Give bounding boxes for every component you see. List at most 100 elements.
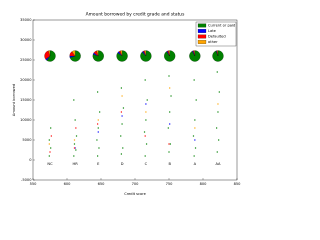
data-point	[194, 119, 196, 121]
grade-label: D	[121, 162, 124, 166]
legend-swatch	[197, 40, 207, 44]
data-point	[50, 135, 52, 137]
x-tick-label: 600	[64, 182, 72, 186]
data-point	[98, 147, 100, 149]
data-point	[75, 135, 78, 137]
data-point	[193, 155, 195, 157]
data-point	[145, 119, 147, 121]
data-point	[75, 127, 77, 129]
data-point	[145, 143, 148, 145]
data-point	[73, 99, 75, 101]
x-tick-label: 650	[98, 182, 106, 186]
data-point	[120, 153, 122, 155]
legend-label: Current or paid	[208, 24, 235, 28]
x-tick-label: 700	[132, 182, 140, 186]
data-point	[192, 135, 195, 137]
data-point	[216, 127, 218, 129]
y-tick-label: 35000	[20, 18, 32, 22]
data-point	[50, 127, 52, 129]
data-point	[193, 79, 195, 81]
data-point	[97, 131, 99, 133]
data-point	[97, 127, 99, 129]
y-tick-label: 30000	[20, 38, 32, 42]
pie-wedge	[69, 50, 81, 62]
x-axis-label: Credit score	[124, 192, 146, 196]
data-point	[218, 139, 220, 141]
data-point	[120, 111, 122, 113]
pie-wedge	[48, 50, 51, 57]
data-point	[96, 139, 98, 141]
data-point	[73, 147, 76, 149]
data-point	[97, 119, 99, 121]
pie-wedge	[46, 50, 56, 62]
data-point	[75, 149, 77, 151]
data-point	[168, 143, 170, 145]
data-point	[120, 135, 122, 137]
data-point	[121, 123, 123, 125]
grade-label: AA	[215, 162, 221, 166]
grade-label: C	[145, 162, 148, 166]
data-point	[216, 151, 218, 153]
data-point	[144, 79, 146, 81]
grade-label: A	[194, 162, 197, 166]
chart-title: Amount borrowed by credit grade and stat…	[86, 12, 185, 18]
data-point	[194, 127, 196, 129]
data-point	[144, 155, 146, 157]
data-point	[168, 75, 170, 77]
data-point	[74, 147, 76, 149]
x-tick-label: 800	[200, 182, 208, 186]
data-point	[121, 95, 123, 97]
data-point	[122, 147, 124, 149]
data-point	[168, 151, 170, 153]
pie-wedge	[194, 50, 195, 57]
data-point	[99, 111, 101, 113]
y-tick-label: 10000	[20, 118, 32, 122]
data-point	[120, 87, 122, 89]
data-point	[97, 91, 99, 93]
y-tick-label: 15000	[20, 98, 32, 102]
pie-wedge	[96, 50, 99, 57]
data-point	[50, 147, 52, 149]
data-point	[48, 155, 50, 157]
plot-frame	[32, 19, 238, 181]
data-point	[218, 91, 220, 93]
grade-label: HR	[73, 162, 79, 166]
x-tick-label: 750	[166, 182, 174, 186]
data-point	[194, 147, 197, 149]
data-point	[144, 135, 146, 137]
grade-label: B	[168, 162, 171, 166]
data-point	[121, 115, 123, 117]
data-point	[49, 151, 51, 153]
legend-label: Late	[208, 29, 217, 33]
data-point	[48, 139, 50, 141]
x-tick-label: 550	[30, 182, 38, 186]
data-point	[217, 111, 219, 113]
grade-label: NC	[47, 162, 53, 166]
data-point	[169, 143, 171, 145]
data-point	[145, 103, 147, 105]
x-tick-label: 850	[234, 182, 242, 186]
chart: Amount borrowed by credit grade and stat…	[12, 12, 242, 197]
data-point	[169, 111, 171, 113]
data-point	[73, 155, 75, 157]
data-point	[73, 139, 76, 141]
data-point	[97, 155, 99, 157]
legend-label: other	[208, 40, 218, 44]
y-tick-label: 0	[29, 158, 32, 162]
pie-wedge	[144, 50, 146, 57]
data-point	[167, 127, 169, 129]
data-point	[170, 95, 172, 97]
legend-label: Defaulted	[208, 35, 226, 39]
legend-swatch	[197, 34, 207, 39]
legend-swatch	[197, 29, 207, 33]
y-tick-label: 5000	[22, 138, 32, 142]
data-point	[97, 123, 99, 125]
data-point	[195, 99, 197, 101]
pie-wedge	[168, 50, 170, 57]
grade-label: E	[97, 162, 100, 166]
pie-wedge	[120, 50, 123, 57]
data-point	[169, 123, 171, 125]
data-point	[73, 143, 76, 145]
pie-wedge	[92, 50, 104, 62]
y-axis-label: Amount borrowed	[12, 84, 16, 116]
